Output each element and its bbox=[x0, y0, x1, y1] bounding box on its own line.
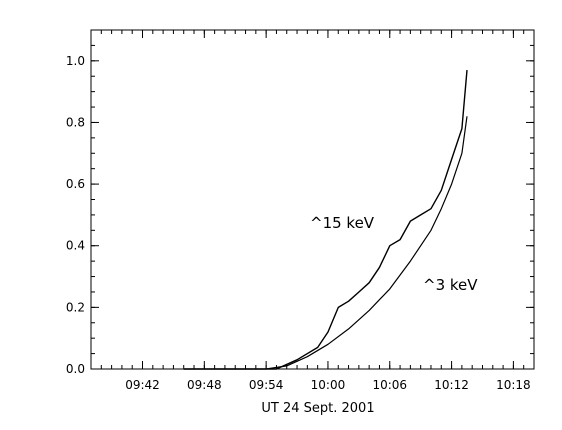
y-tick-label: 0.6 bbox=[66, 177, 85, 191]
series-line-1 bbox=[183, 116, 468, 370]
x-tick-label: 10:06 bbox=[372, 378, 407, 392]
plot-frame bbox=[90, 29, 535, 370]
y-tick-label: 0.4 bbox=[66, 239, 85, 253]
y-tick-labels: 0.0 0.2 0.4 0.6 0.8 1.0 bbox=[66, 54, 85, 376]
axis-ticks bbox=[90, 29, 535, 370]
x-tick-label: 09:54 bbox=[249, 378, 284, 392]
y-tick-label: 1.0 bbox=[66, 54, 85, 68]
annotation-3kev: ^3 keV bbox=[423, 276, 478, 294]
x-tick-label: 10:00 bbox=[311, 378, 346, 392]
series-line-0 bbox=[183, 70, 468, 370]
x-tick-label: 10:12 bbox=[434, 378, 469, 392]
y-tick-label: 0.0 bbox=[66, 362, 85, 376]
x-tick-label: 10:18 bbox=[496, 378, 531, 392]
annotation-15kev: ^15 keV bbox=[310, 214, 375, 232]
x-tick-labels: 09:42 09:48 09:54 10:00 10:06 10:12 10:18 bbox=[125, 378, 530, 392]
x-axis-label: UT 24 Sept. 2001 bbox=[261, 401, 374, 416]
y-tick-label: 0.2 bbox=[66, 300, 85, 314]
series-lines bbox=[183, 70, 468, 370]
x-tick-label: 09:48 bbox=[187, 378, 222, 392]
y-tick-label: 0.8 bbox=[66, 115, 85, 129]
x-tick-label: 09:42 bbox=[125, 378, 160, 392]
